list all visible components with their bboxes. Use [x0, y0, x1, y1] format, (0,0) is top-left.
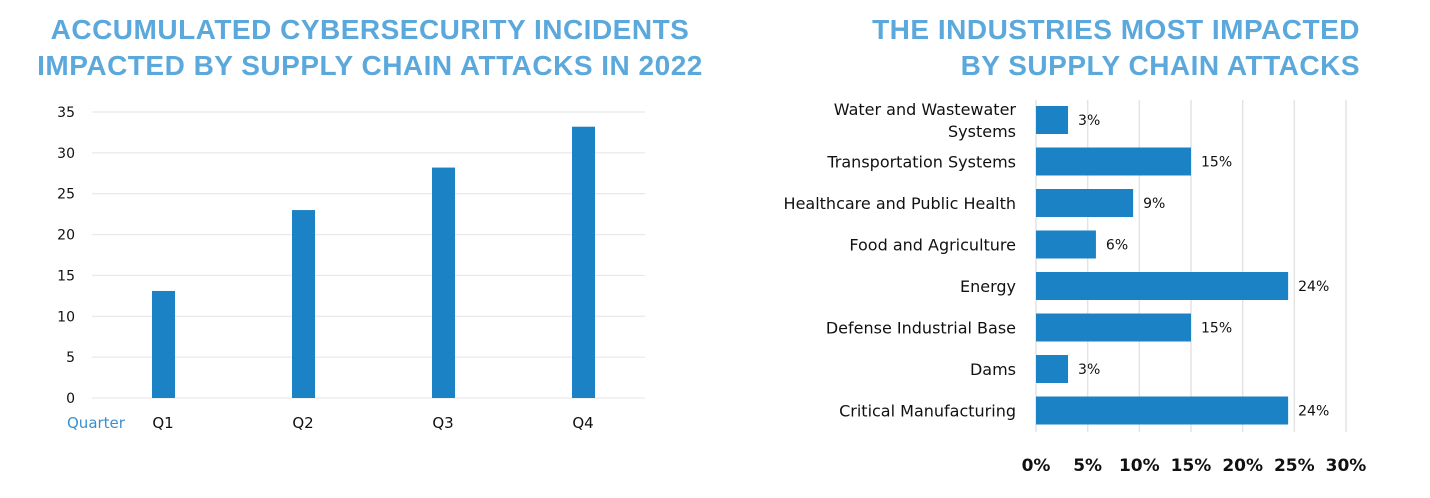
y-tick-label: 15 [57, 268, 75, 284]
bar-industry [1036, 189, 1134, 217]
x-tick-label: 5% [1073, 456, 1102, 476]
bar-industry [1036, 147, 1191, 176]
y-tick-label: 25 [57, 187, 75, 203]
x-tick-label: Q4 [572, 414, 593, 432]
category-label: Defense Industrial Base [826, 319, 1016, 338]
y-tick-label: 35 [57, 105, 75, 121]
bar-industry [1036, 396, 1289, 425]
x-tick-label: 15% [1171, 456, 1212, 476]
data-label: 9% [1143, 196, 1165, 212]
y-tick-label: 30 [57, 146, 75, 162]
x-tick-label: 25% [1274, 456, 1315, 476]
x-tick-label: 10% [1119, 456, 1160, 476]
category-label: Healthcare and Public Health [784, 194, 1016, 213]
data-label: 15% [1201, 155, 1232, 171]
category-label: Energy [960, 277, 1016, 296]
bar-q3 [432, 167, 455, 398]
category-label: Critical Manufacturing [839, 402, 1016, 421]
x-axis-label: Quarter [67, 414, 126, 432]
left-chart-title: ACCUMULATED CYBERSECURITY INCIDENTS IMPA… [10, 12, 730, 84]
right-title-line-1: THE INDUSTRIES MOST IMPACTED [872, 14, 1360, 45]
category-label: Food and Agriculture [849, 236, 1016, 255]
bar-q1 [152, 290, 175, 398]
left-title-line-2: IMPACTED BY SUPPLY CHAIN ATTACKS IN 2022 [37, 50, 703, 81]
data-label: 24% [1298, 404, 1329, 420]
y-tick-label: 0 [66, 391, 75, 407]
x-tick-label: 20% [1222, 456, 1263, 476]
x-tick-label: Q2 [292, 414, 313, 432]
bar-industry [1036, 230, 1096, 259]
bar-industry [1036, 313, 1191, 342]
y-tick-label: 5 [66, 350, 75, 366]
right-chart-title: THE INDUSTRIES MOST IMPACTED BY SUPPLY C… [760, 12, 1360, 84]
right-title-line-2: BY SUPPLY CHAIN ATTACKS [960, 50, 1360, 81]
data-label: 24% [1298, 279, 1329, 295]
data-label: 3% [1078, 113, 1100, 129]
x-tick-label: 0% [1022, 456, 1051, 476]
left-title-line-1: ACCUMULATED CYBERSECURITY INCIDENTS [50, 14, 690, 45]
data-label: 3% [1078, 362, 1100, 378]
x-tick-label: Q1 [152, 414, 173, 432]
bar-industry [1036, 106, 1069, 134]
bar-industry [1036, 355, 1069, 383]
x-tick-label: Q3 [432, 414, 453, 432]
category-label: Transportation Systems [826, 153, 1016, 172]
category-label: Water and Wastewater [834, 100, 1017, 119]
x-tick-label: 30% [1326, 456, 1367, 476]
y-tick-label: 10 [57, 309, 75, 325]
bar-q2 [292, 210, 315, 398]
data-label: 6% [1106, 238, 1128, 254]
category-label: Systems [948, 122, 1016, 141]
bar-q4 [572, 126, 595, 399]
data-label: 15% [1201, 321, 1232, 337]
category-label: Dams [970, 360, 1016, 379]
y-tick-label: 20 [57, 228, 75, 244]
bar-industry [1036, 272, 1289, 300]
